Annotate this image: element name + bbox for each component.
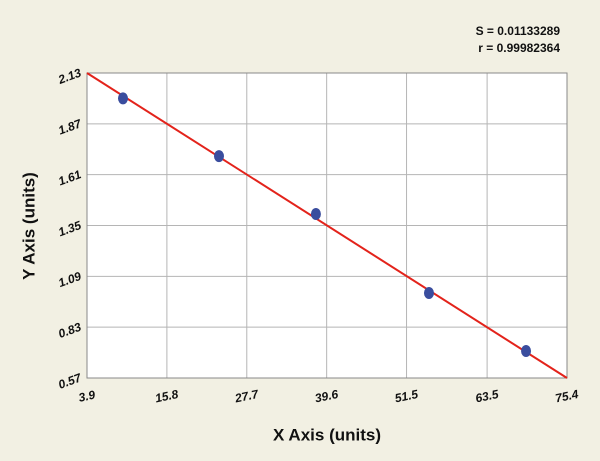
y-tick-label: 1.87 xyxy=(56,116,84,138)
x-tick-label: 39.6 xyxy=(314,387,340,406)
data-point xyxy=(423,286,434,299)
x-tick-label: 3.9 xyxy=(77,388,97,405)
y-axis-label: Y Axis (units) xyxy=(19,172,38,280)
y-tick-label: 1.09 xyxy=(56,269,83,290)
y-tick-label: 2.13 xyxy=(55,66,83,88)
data-point xyxy=(117,92,128,105)
data-point xyxy=(521,345,532,358)
data-point xyxy=(213,150,224,163)
y-tick-label: 1.61 xyxy=(56,167,83,188)
data-point xyxy=(310,207,321,220)
x-tick-label: 75.4 xyxy=(554,387,580,406)
x-tick-label: 63.5 xyxy=(474,387,500,406)
annotation: S = 0.01133289 xyxy=(476,24,561,38)
x-tick-label: 51.5 xyxy=(394,387,420,406)
y-tick-label: 1.35 xyxy=(56,218,83,239)
annotation: r = 0.99982364 xyxy=(478,41,560,55)
y-tick-label: 0.57 xyxy=(56,370,84,392)
plot-border xyxy=(86,72,568,379)
fit-line xyxy=(86,72,568,379)
y-tick-label: 0.83 xyxy=(56,320,83,341)
x-axis-label: X Axis (units) xyxy=(273,425,381,444)
x-tick-label: 15.8 xyxy=(154,387,180,406)
x-tick-label: 27.7 xyxy=(233,387,261,406)
